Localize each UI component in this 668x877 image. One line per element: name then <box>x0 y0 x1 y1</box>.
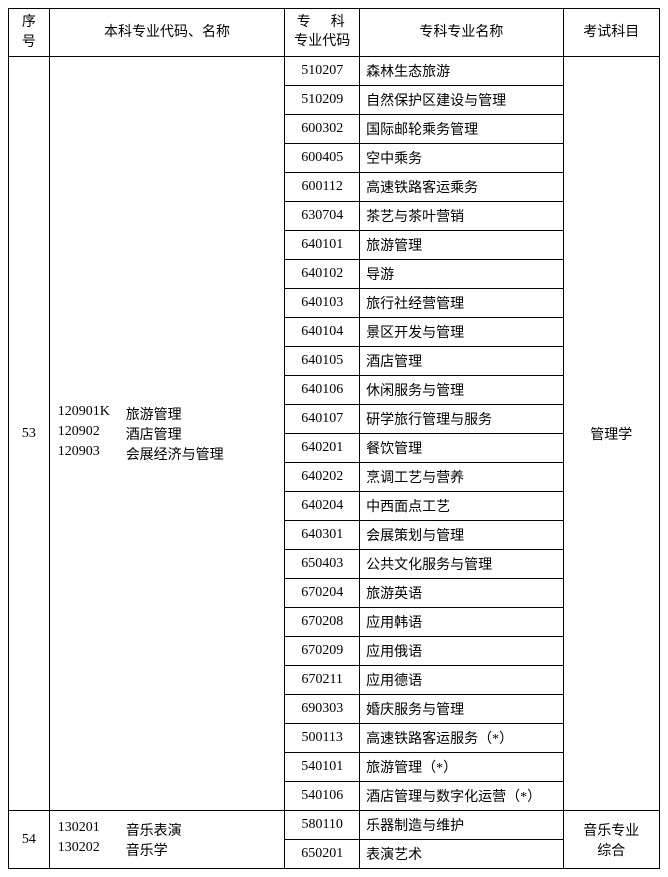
zhuanke-name-cell: 酒店管理 <box>360 347 563 376</box>
benke-name: 旅游管理 <box>126 404 182 424</box>
benke-cell: 120901K旅游管理120902酒店管理120903会展经济与管理 <box>49 57 285 811</box>
major-mapping-table: 序号 本科专业代码、名称 专 科 专业代码 专科专业名称 考试科目 531209… <box>8 8 660 869</box>
zhuanke-code-cell: 640301 <box>285 521 360 550</box>
exam-cell: 音乐专业综合 <box>563 811 659 869</box>
zhuanke-code-cell: 600302 <box>285 115 360 144</box>
table-row: 54130201音乐表演130202音乐学580110乐器制造与维护音乐专业综合 <box>9 811 660 840</box>
exam-cell: 管理学 <box>563 57 659 811</box>
zhuanke-code-cell: 640104 <box>285 318 360 347</box>
zhuanke-name-cell: 烹调工艺与营养 <box>360 463 563 492</box>
benke-name: 音乐学 <box>126 840 168 860</box>
zhuanke-name-cell: 中西面点工艺 <box>360 492 563 521</box>
zhuanke-code-cell: 510207 <box>285 57 360 86</box>
zhuanke-code-cell: 640103 <box>285 289 360 318</box>
zhuanke-code-cell: 600112 <box>285 173 360 202</box>
zhuanke-name-cell: 应用俄语 <box>360 637 563 666</box>
zhuanke-code-cell: 540106 <box>285 782 360 811</box>
zhuanke-code-cell: 690303 <box>285 695 360 724</box>
zhuanke-code-cell: 500113 <box>285 724 360 753</box>
table-body: 53120901K旅游管理120902酒店管理120903会展经济与管理5102… <box>9 57 660 869</box>
benke-name: 酒店管理 <box>126 424 182 444</box>
zhuanke-code-cell: 630704 <box>285 202 360 231</box>
zhuanke-name-cell: 旅行社经营管理 <box>360 289 563 318</box>
benke-name: 会展经济与管理 <box>126 444 224 464</box>
table-row: 53120901K旅游管理120902酒店管理120903会展经济与管理5102… <box>9 57 660 86</box>
zhuanke-code-cell: 670204 <box>285 579 360 608</box>
zhuanke-code-cell: 640202 <box>285 463 360 492</box>
zhuanke-name-cell: 旅游英语 <box>360 579 563 608</box>
benke-code: 120903 <box>58 444 126 464</box>
zhuanke-name-cell: 会展策划与管理 <box>360 521 563 550</box>
zhuanke-name-cell: 旅游管理（*） <box>360 753 563 782</box>
zhuanke-name-cell: 旅游管理 <box>360 231 563 260</box>
benke-code: 120901K <box>58 404 126 424</box>
zhuanke-code-cell: 640107 <box>285 405 360 434</box>
benke-line: 120901K旅游管理 <box>58 404 279 424</box>
zhuanke-code-cell: 640204 <box>285 492 360 521</box>
zhuanke-name-cell: 景区开发与管理 <box>360 318 563 347</box>
benke-cell: 130201音乐表演130202音乐学 <box>49 811 285 869</box>
zhuanke-name-cell: 研学旅行管理与服务 <box>360 405 563 434</box>
benke-code: 130201 <box>58 820 126 840</box>
zhuanke-name-cell: 公共文化服务与管理 <box>360 550 563 579</box>
zhuanke-name-cell: 空中乘务 <box>360 144 563 173</box>
zhuanke-name-cell: 休闲服务与管理 <box>360 376 563 405</box>
zhuanke-name-cell: 茶艺与茶叶营销 <box>360 202 563 231</box>
zhuanke-code-cell: 540101 <box>285 753 360 782</box>
zhuanke-code-cell: 650201 <box>285 840 360 869</box>
th-zhuanke-code: 专 科 专业代码 <box>285 9 360 57</box>
benke-code: 130202 <box>58 840 126 860</box>
zhuanke-code-cell: 510209 <box>285 86 360 115</box>
benke-line: 130201音乐表演 <box>58 820 279 840</box>
zhuanke-name-cell: 自然保护区建设与管理 <box>360 86 563 115</box>
zhuanke-code-cell: 650403 <box>285 550 360 579</box>
zhuanke-name-cell: 森林生态旅游 <box>360 57 563 86</box>
zhuanke-name-cell: 应用德语 <box>360 666 563 695</box>
zhuanke-name-cell: 婚庆服务与管理 <box>360 695 563 724</box>
th-exam: 考试科目 <box>563 9 659 57</box>
zhuanke-name-cell: 国际邮轮乘务管理 <box>360 115 563 144</box>
table-header-row: 序号 本科专业代码、名称 专 科 专业代码 专科专业名称 考试科目 <box>9 9 660 57</box>
th-zhuanke-name: 专科专业名称 <box>360 9 563 57</box>
benke-code: 120902 <box>58 424 126 444</box>
zhuanke-name-cell: 酒店管理与数字化运营（*） <box>360 782 563 811</box>
th-benke: 本科专业代码、名称 <box>49 9 285 57</box>
benke-line: 130202音乐学 <box>58 840 279 860</box>
zhuanke-name-cell: 乐器制造与维护 <box>360 811 563 840</box>
seq-cell: 54 <box>9 811 50 869</box>
zhuanke-name-cell: 表演艺术 <box>360 840 563 869</box>
zhuanke-code-cell: 670209 <box>285 637 360 666</box>
zhuanke-name-cell: 高速铁路客运服务（*） <box>360 724 563 753</box>
zhuanke-name-cell: 应用韩语 <box>360 608 563 637</box>
zhuanke-code-cell: 600405 <box>285 144 360 173</box>
zhuanke-code-cell: 580110 <box>285 811 360 840</box>
zhuanke-name-cell: 导游 <box>360 260 563 289</box>
zhuanke-code-cell: 670208 <box>285 608 360 637</box>
zhuanke-code-cell: 640105 <box>285 347 360 376</box>
zhuanke-code-cell: 670211 <box>285 666 360 695</box>
benke-name: 音乐表演 <box>126 820 182 840</box>
zhuanke-code-cell: 640101 <box>285 231 360 260</box>
zhuanke-name-cell: 餐饮管理 <box>360 434 563 463</box>
seq-cell: 53 <box>9 57 50 811</box>
benke-line: 120903会展经济与管理 <box>58 444 279 464</box>
zhuanke-name-cell: 高速铁路客运乘务 <box>360 173 563 202</box>
zhuanke-code-cell: 640201 <box>285 434 360 463</box>
zhuanke-code-cell: 640106 <box>285 376 360 405</box>
benke-line: 120902酒店管理 <box>58 424 279 444</box>
zhuanke-code-cell: 640102 <box>285 260 360 289</box>
th-seq: 序号 <box>9 9 50 57</box>
